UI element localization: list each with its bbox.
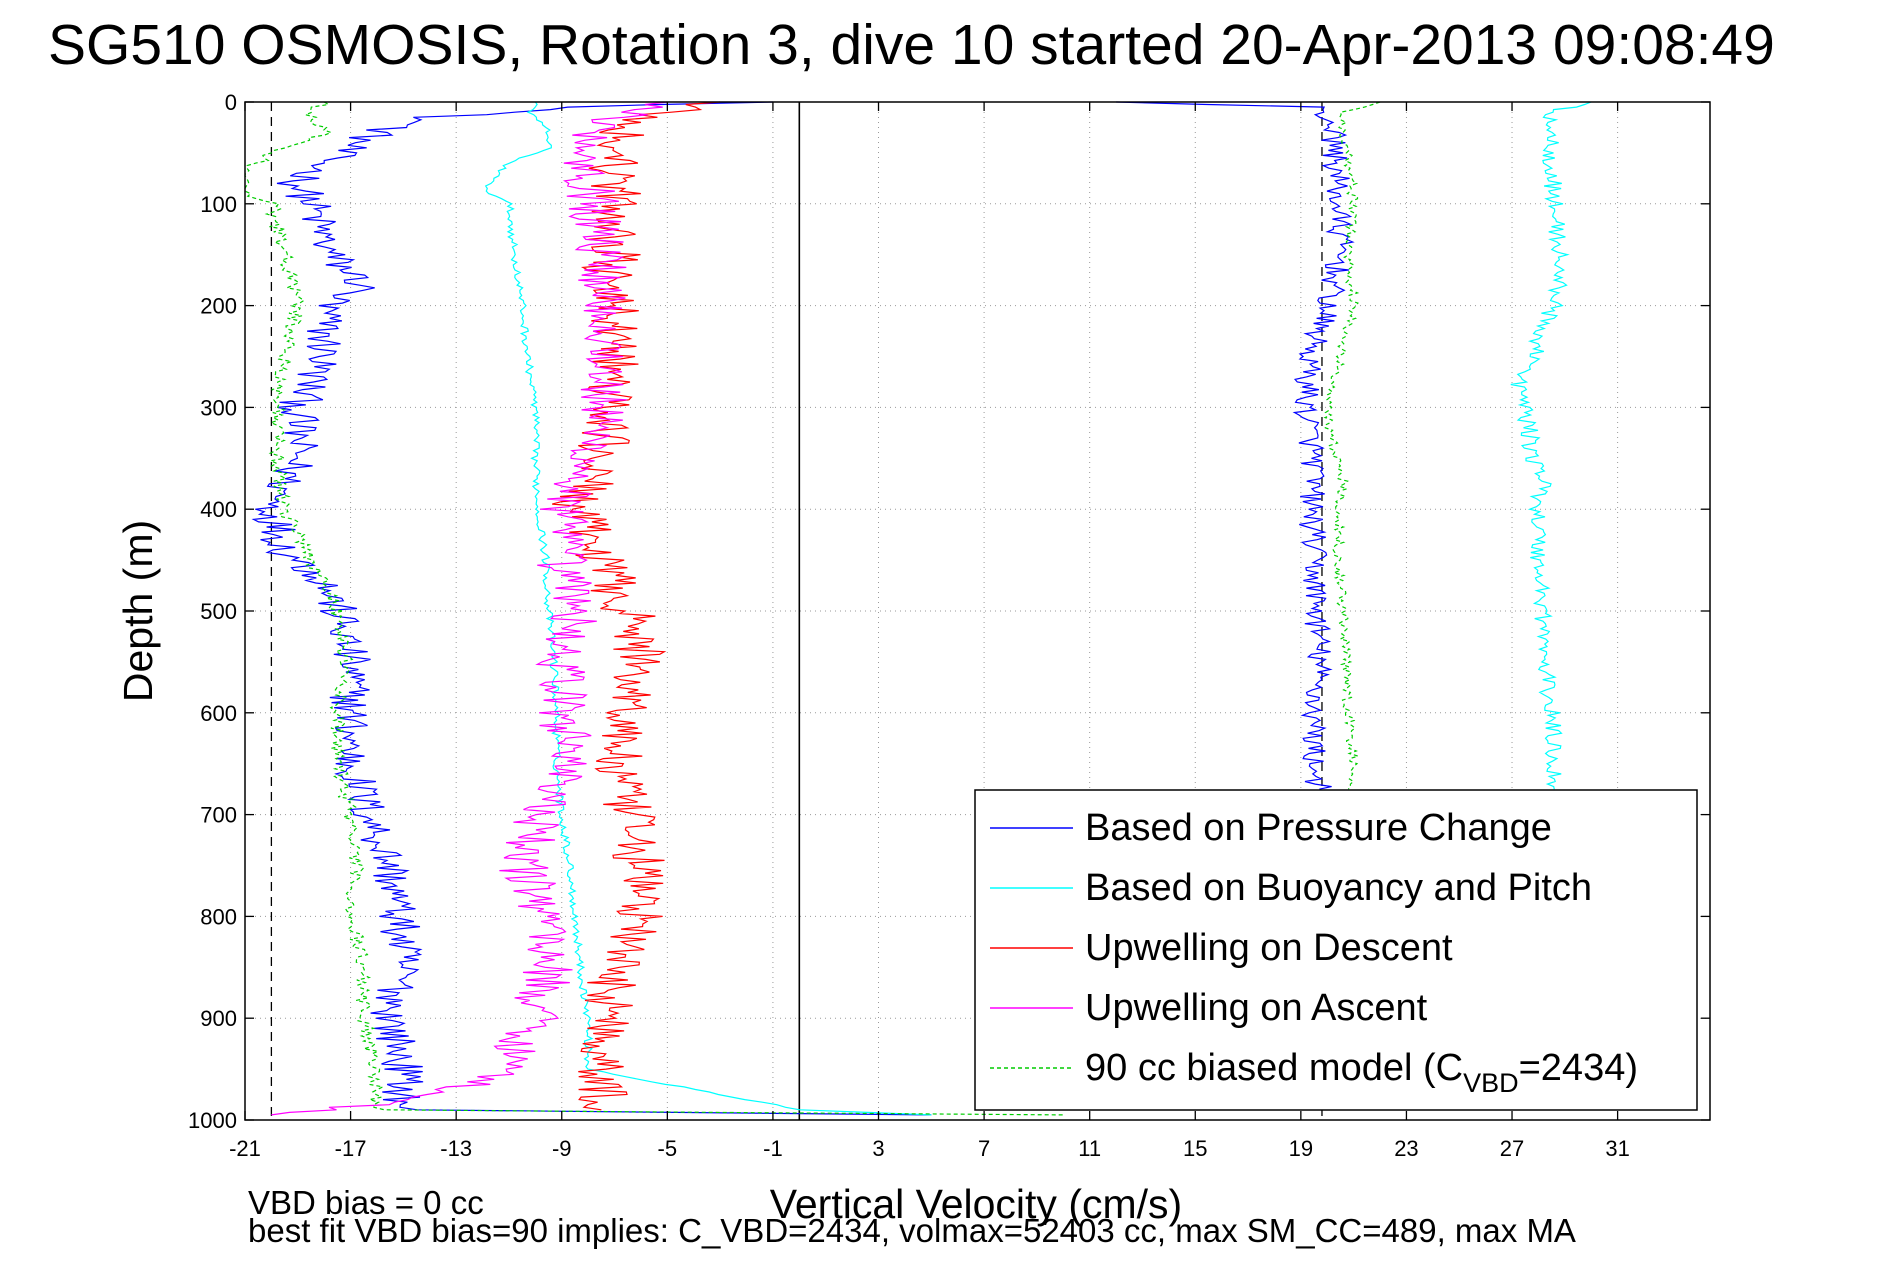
x-tick-label: -1 bbox=[763, 1136, 783, 1161]
series-line bbox=[484, 101, 932, 1116]
x-tick-label: 15 bbox=[1183, 1136, 1207, 1161]
x-axis: -21 -17 -13 -9 -5 -1 3 7 11 15 19 23 27 31 bbox=[229, 102, 1630, 1161]
y-tick-label: 500 bbox=[200, 599, 237, 624]
series-line bbox=[1116, 101, 1355, 790]
x-tick-label: 11 bbox=[1078, 1136, 1101, 1161]
series-group bbox=[244, 101, 1592, 1116]
x-tick-label: 23 bbox=[1394, 1136, 1418, 1161]
footer-line-2: best fit VBD bias=90 implies: C_VBD=2434… bbox=[248, 1212, 1576, 1249]
legend-label: Based on Buoyancy and Pitch bbox=[1085, 867, 1592, 909]
y-axis: 0 100 200 300 400 500 600 700 800 900 1000 bbox=[188, 90, 1710, 1133]
legend-label-subscript: VBD bbox=[1463, 1068, 1519, 1098]
y-tick-label: 900 bbox=[200, 1006, 237, 1031]
y-tick-label: 400 bbox=[200, 497, 237, 522]
y-tick-label: 1000 bbox=[188, 1108, 237, 1133]
legend-box bbox=[974, 789, 1698, 1111]
x-tick-label: 31 bbox=[1605, 1136, 1629, 1161]
y-tick-label: 700 bbox=[200, 803, 237, 828]
y-tick-label: 600 bbox=[200, 701, 237, 726]
x-tick-label: -9 bbox=[552, 1136, 572, 1161]
y-tick-label: 800 bbox=[200, 904, 237, 929]
y-tick-label: 0 bbox=[225, 90, 237, 115]
x-tick-label: -5 bbox=[658, 1136, 678, 1161]
legend-label: Based on Pressure Change bbox=[1085, 807, 1552, 849]
y-axis-label: Depth (m) bbox=[115, 520, 161, 702]
x-tick-label: 19 bbox=[1289, 1136, 1313, 1161]
x-tick-label: -13 bbox=[440, 1136, 472, 1161]
legend-label: 90 cc biased model (CVBD=2434) bbox=[1085, 1047, 1638, 1098]
y-tick-label: 200 bbox=[200, 294, 237, 319]
x-tick-label: 3 bbox=[872, 1136, 884, 1161]
y-tick-label: 300 bbox=[200, 395, 237, 420]
legend-label: Upwelling on Descent bbox=[1085, 927, 1453, 969]
x-axis-label: Vertical Velocity (cm/s) bbox=[770, 1181, 1182, 1227]
x-tick-label: -21 bbox=[229, 1136, 261, 1161]
series-line bbox=[271, 101, 668, 1116]
series-line bbox=[244, 101, 1064, 1116]
series-line bbox=[1510, 101, 1592, 790]
x-tick-label: -17 bbox=[335, 1136, 367, 1161]
legend-label-tail: =2434) bbox=[1519, 1047, 1638, 1089]
series-line bbox=[251, 101, 932, 1116]
x-tick-label: 27 bbox=[1500, 1136, 1524, 1161]
legend: Based on Pressure Change Based on Buoyanc… bbox=[974, 789, 1698, 1111]
chart-title: SG510 OSMOSIS, Rotation 3, dive 10 start… bbox=[48, 13, 1775, 77]
series-line bbox=[1323, 101, 1381, 790]
legend-label-main: 90 cc biased model (C bbox=[1085, 1047, 1463, 1089]
x-tick-label: 7 bbox=[978, 1136, 990, 1161]
y-tick-label: 100 bbox=[200, 192, 237, 217]
footer-line-1: VBD bias = 0 cc bbox=[248, 1184, 484, 1221]
legend-label: Upwelling on Ascent bbox=[1085, 987, 1428, 1029]
